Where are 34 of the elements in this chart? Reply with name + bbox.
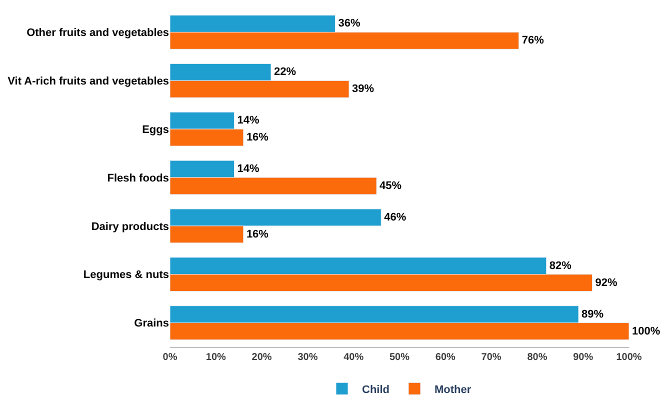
x-tick-label: 50% [389,352,410,363]
legend-label: Child [362,384,390,396]
data-label: 45% [380,180,402,192]
x-tick-label: 30% [298,352,318,363]
y-tick-label: Eggs [142,124,169,136]
y-tick-label: Legumes & nuts [83,269,169,282]
x-tick-label: 10% [206,352,226,363]
x-tick-label: 90% [573,352,594,363]
y-tick-label: Grains [134,318,169,330]
data-label: 39% [352,83,374,96]
data-label: 89% [582,308,604,320]
data-label: 16% [246,132,269,144]
legend-label: Mother [434,384,472,396]
data-label: 100% [632,325,660,338]
x-tick-label: 70% [481,352,502,363]
data-label: 92% [595,276,618,289]
x-tick-label: 40% [344,352,364,363]
data-label: 22% [274,66,296,78]
x-tick-label: 100% [616,352,642,363]
x-tick-label: 20% [252,352,272,363]
data-label: 36% [338,18,360,30]
x-tick-label: 60% [435,352,456,363]
y-tick-label: Other fruits and vegetables [26,27,169,40]
data-label: 82% [549,260,572,272]
x-tick-label: 0% [162,352,178,363]
y-tick-label: Flesh foods [107,172,169,184]
data-label: 76% [522,34,544,47]
data-label: 46% [384,211,406,224]
data-label: 14% [237,163,260,176]
y-tick-label: Dairy products [91,220,169,233]
data-label: 14% [237,114,260,127]
y-tick-label: Vit A-rich fruits and vegetables [8,75,169,88]
data-label: 16% [246,228,269,240]
x-tick-label: 80% [527,352,548,363]
